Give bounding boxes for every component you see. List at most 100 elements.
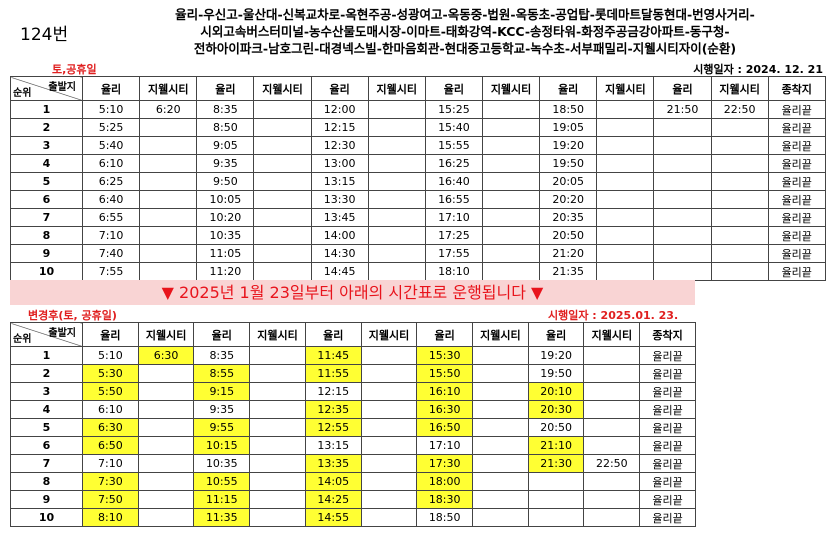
time-cell [472, 400, 529, 419]
row: 9 7:50 11:15 14:25 18:30 율리끝 [10, 490, 696, 509]
rank-cell: 8 [10, 226, 83, 245]
column-header: 지웰시티 [360, 322, 418, 347]
time-cell: 율리끝 [639, 346, 696, 365]
time-cell [249, 418, 306, 437]
time-cell [596, 118, 655, 137]
time-cell: 5:40 [81, 136, 141, 155]
time-cell [583, 364, 641, 383]
column-header: 율리 [424, 76, 483, 101]
time-cell [653, 244, 712, 263]
time-cell: 20:20 [539, 190, 598, 209]
corner-top: 출발지 [48, 82, 76, 93]
time-cell [360, 400, 418, 419]
rank-cell: 5 [10, 418, 83, 437]
row: 8 7:30 10:55 14:05 18:00 율리끝 [10, 472, 696, 491]
time-cell [481, 118, 541, 137]
time-cell [527, 508, 585, 527]
time-cell [137, 490, 195, 509]
time-cell: 18:30 [416, 490, 474, 509]
time-cell: 6:40 [81, 190, 141, 209]
time-cell [139, 262, 198, 281]
time-cell: 율리끝 [767, 190, 826, 209]
row: 2 5:25 8:50 12:15 15:40 19:05 율리끝 [10, 118, 826, 137]
time-cell: 12:35 [304, 400, 362, 419]
time-cell: 16:40 [424, 172, 483, 191]
time-cell: 20:10 [527, 382, 585, 401]
time-cell [360, 364, 418, 383]
time-cell: 11:05 [196, 244, 255, 263]
time-cell [583, 418, 641, 437]
time-cell: 21:10 [527, 436, 585, 455]
time-cell [481, 154, 541, 173]
time-cell [137, 508, 195, 527]
row: 1 5:10 6:30 8:35 11:45 15:30 19:20 율리끝 [10, 346, 696, 365]
rank-cell: 4 [10, 154, 83, 173]
time-cell [653, 262, 712, 281]
time-cell: 율리끝 [767, 226, 826, 245]
column-header: 율리 [81, 76, 141, 101]
time-cell [139, 208, 198, 227]
time-cell: 12:55 [304, 418, 362, 437]
time-cell: 9:15 [193, 382, 251, 401]
time-cell [710, 190, 769, 209]
time-cell: 율리끝 [639, 472, 696, 491]
time-cell: 5:30 [82, 364, 139, 383]
time-cell: 9:55 [193, 418, 251, 437]
time-cell: 13:45 [310, 208, 369, 227]
time-cell [367, 208, 426, 227]
effective-date: 시행일자 : 2024. 12. 21 [693, 63, 823, 76]
rank-cell: 10 [10, 508, 83, 527]
time-cell [253, 244, 312, 263]
time-cell: 14:30 [310, 244, 369, 263]
time-cell [360, 490, 418, 509]
time-cell [367, 226, 426, 245]
rank-cell: 1 [10, 346, 83, 365]
time-cell: 16:10 [416, 382, 474, 401]
timetable: 출발지 순위 율리 지웰시티 율리 지웰시티 율리 지웰시티 율리 지웰시티 율리 지웰시티 율리 지웰시… [10, 76, 826, 281]
time-cell: 17:10 [416, 436, 474, 455]
time-cell: 13:30 [310, 190, 369, 209]
time-cell: 15:30 [416, 346, 474, 365]
time-cell: 율리끝 [767, 208, 826, 227]
table-label: 변경후(토, 공휴일) [28, 309, 117, 322]
time-cell: 6:50 [82, 436, 139, 455]
time-cell: 20:05 [539, 172, 598, 191]
row: 5 6:30 9:55 12:55 16:50 20:50 율리끝 [10, 418, 696, 437]
time-cell: 12:15 [310, 118, 369, 137]
time-cell [653, 172, 712, 191]
time-cell [253, 262, 312, 281]
time-cell: 7:10 [82, 454, 139, 473]
time-cell: 6:55 [81, 208, 141, 227]
column-header: 지웰시티 [253, 76, 312, 101]
column-header: 율리 [304, 322, 362, 347]
column-header: 율리 [82, 322, 139, 347]
row: 9 7:40 11:05 14:30 17:55 21:20 율리끝 [10, 244, 826, 263]
time-cell [710, 118, 769, 137]
time-cell: 14:05 [304, 472, 362, 491]
row: 7 6:55 10:20 13:45 17:10 20:35 율리끝 [10, 208, 826, 227]
time-cell: 16:30 [416, 400, 474, 419]
row: 4 6:10 9:35 12:35 16:30 20:30 율리끝 [10, 400, 696, 419]
time-cell [583, 382, 641, 401]
time-cell: 10:05 [196, 190, 255, 209]
column-header: 지웰시티 [249, 322, 306, 347]
corner-top: 출발지 [48, 328, 76, 339]
column-header: 지웰시티 [472, 322, 529, 347]
time-cell: 15:40 [424, 118, 483, 137]
time-cell: 21:35 [539, 262, 598, 281]
column-header: 지웰시티 [367, 76, 426, 101]
time-cell: 22:50 [710, 100, 769, 119]
column-header: 율리 [527, 322, 585, 347]
table-label: 토,공휴일 [52, 63, 97, 76]
column-header: 율리 [653, 76, 712, 101]
time-cell: 18:10 [424, 262, 483, 281]
time-cell [360, 472, 418, 491]
time-cell [710, 262, 769, 281]
time-cell [253, 208, 312, 227]
time-cell [527, 490, 585, 509]
time-cell: 19:05 [539, 118, 598, 137]
time-cell [481, 244, 541, 263]
time-cell: 10:35 [193, 454, 251, 473]
time-cell [596, 100, 655, 119]
row: 6 6:40 10:05 13:30 16:55 20:20 율리끝 [10, 190, 826, 209]
